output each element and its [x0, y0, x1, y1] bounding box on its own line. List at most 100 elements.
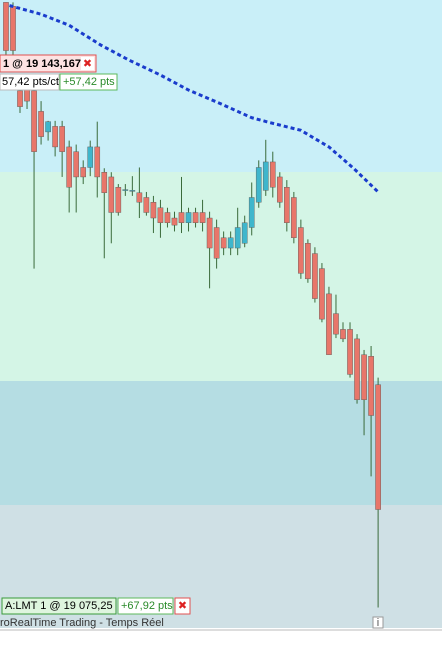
candle-body	[298, 227, 304, 274]
candle	[284, 180, 290, 232]
pnl: +57,42 pts	[63, 76, 115, 88]
candle	[101, 168, 108, 259]
candle-body	[94, 146, 101, 178]
candle-body	[206, 217, 213, 249]
candle-body	[136, 192, 143, 203]
candle-body	[171, 217, 178, 226]
candle	[94, 121, 101, 198]
candle	[206, 211, 213, 289]
candle-body	[326, 293, 332, 355]
candle	[171, 211, 178, 232]
candle-body	[108, 176, 115, 213]
zone	[0, 172, 442, 381]
candle-body	[199, 212, 206, 223]
candle-body	[220, 237, 227, 249]
candle	[199, 199, 206, 232]
candle	[241, 215, 248, 248]
candle	[115, 184, 122, 216]
candle-body	[340, 329, 346, 340]
candle	[291, 191, 297, 244]
candle	[59, 120, 65, 177]
candle-body	[255, 167, 262, 203]
candle-body	[241, 222, 248, 244]
time-axis	[0, 628, 442, 652]
candle	[129, 176, 136, 196]
candle-body	[312, 253, 318, 299]
candle	[192, 207, 199, 228]
pnl-box	[117, 597, 174, 615]
candle	[326, 286, 332, 355]
candle-body	[291, 197, 297, 238]
candle	[347, 322, 353, 378]
moving-average	[9, 4, 380, 194]
candle-body	[368, 356, 374, 416]
candle	[234, 207, 241, 256]
candle	[368, 345, 374, 477]
candle-body	[157, 207, 164, 223]
info-icon-text: i	[377, 617, 379, 629]
order-label: 1 @ 19 143,167	[3, 58, 81, 70]
candle-body	[80, 167, 87, 178]
candle	[143, 191, 150, 216]
candle-body	[248, 197, 255, 228]
candle-body	[262, 161, 269, 191]
candle	[150, 195, 157, 234]
candle	[38, 101, 44, 145]
candle	[220, 231, 227, 256]
candle	[80, 160, 87, 185]
candle-body	[284, 187, 290, 223]
candle	[375, 377, 381, 608]
candle	[255, 160, 262, 208]
candle-body	[234, 227, 241, 249]
candle-body	[213, 227, 220, 259]
candle	[262, 139, 269, 196]
candle-body	[129, 190, 136, 192]
candle	[213, 219, 220, 269]
candle-body	[143, 197, 150, 213]
candle	[340, 322, 346, 343]
candle-body	[66, 146, 72, 188]
info-icon[interactable]	[372, 616, 384, 629]
candle-body	[375, 384, 381, 510]
candle-body	[150, 202, 157, 219]
candle	[3, 2, 9, 61]
candle	[227, 231, 234, 256]
candle	[185, 207, 192, 232]
candle	[45, 120, 51, 141]
candle	[277, 172, 283, 208]
candle	[31, 85, 37, 269]
close-icon[interactable]: ✖	[83, 58, 92, 70]
candle-body	[164, 212, 171, 223]
candle-body	[122, 189, 129, 191]
candle-body	[115, 187, 122, 213]
candle	[319, 263, 325, 323]
candle	[73, 144, 79, 213]
close-icon-bg	[81, 57, 94, 70]
candle-body	[185, 212, 192, 223]
candle-body	[38, 111, 44, 137]
candle	[108, 172, 115, 244]
candle-body	[3, 2, 9, 51]
order-top[interactable]: 1 @ 19 143,167 ✖ 57,42 pts/ctr +57,42 pt…	[0, 54, 118, 91]
candle	[298, 219, 304, 279]
candle-body	[333, 313, 339, 335]
pnl-per-contract: 57,42 pts/ctr	[2, 76, 63, 88]
candle-body	[305, 243, 311, 280]
candle-body	[87, 146, 94, 168]
candle-body	[10, 6, 16, 51]
candle	[269, 151, 276, 198]
footer: roRealTime Trading - Temps Réel	[0, 617, 164, 629]
candle-body	[347, 329, 353, 375]
candle	[66, 140, 72, 213]
order-bottom[interactable]: A:LMT 1 @ 19 075,25 +67,92 pts ✖	[1, 597, 191, 615]
close-icon[interactable]: ✖	[178, 600, 187, 612]
candle-body	[192, 212, 199, 223]
candle-body	[59, 126, 65, 152]
candle	[305, 239, 311, 283]
candle	[312, 247, 318, 303]
candle	[361, 349, 367, 436]
candle-body	[277, 176, 283, 203]
candle-body	[178, 212, 185, 223]
order-box	[1, 597, 117, 615]
